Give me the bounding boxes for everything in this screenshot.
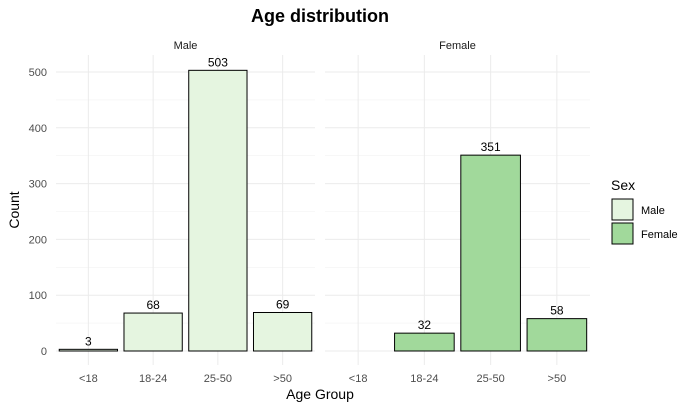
bar-value-label: 58 [550, 304, 564, 318]
x-axis-title: Age Group [286, 386, 354, 402]
bar-female-2 [460, 154, 521, 352]
legend-label-male: Male [641, 205, 665, 217]
legend-title: Sex [611, 177, 635, 193]
facet-panel-male: Male <18 3 18-24 68 25-50 503 >50 69 [56, 40, 315, 385]
y-tick-label: 500 [29, 67, 47, 79]
legend-label-female: Female [641, 229, 678, 241]
bar-male-1 [123, 312, 183, 352]
bar-male-2 [188, 69, 248, 352]
chart-title: Age distribution [251, 6, 389, 26]
bar-value-label: 32 [418, 318, 432, 332]
facet-label: Male [174, 40, 198, 52]
bar-value-label: 68 [146, 298, 160, 312]
x-tick-label: <18 [349, 373, 368, 385]
y-tick-label: 0 [41, 346, 47, 358]
x-tick-label: >50 [548, 373, 567, 385]
bar-value-label: 503 [208, 55, 228, 69]
facet-label: Female [439, 40, 476, 52]
bar-female-3 [526, 318, 588, 352]
y-tick-label: 200 [29, 234, 47, 246]
legend: Sex Male Female [611, 177, 678, 245]
y-tick-label: 400 [29, 123, 47, 135]
bar-female-1 [394, 332, 455, 352]
facet-panels: Male <18 3 18-24 68 25-50 503 >50 69 Female <18 18-… [56, 40, 590, 385]
facet-panel-female: Female <18 18-24 32 25-50 351 >50 58 [325, 40, 590, 385]
x-tick-label: <18 [79, 373, 98, 385]
x-tick-label: 18-24 [410, 373, 438, 385]
x-tick-label: 18-24 [139, 373, 167, 385]
x-tick-label: 25-50 [477, 373, 505, 385]
y-tick-label: 300 [29, 179, 47, 191]
bar-value-label: 69 [276, 297, 290, 311]
y-tick-label: 100 [29, 290, 47, 302]
bar-value-label: 3 [85, 334, 92, 348]
bar-male-3 [252, 311, 313, 352]
x-tick-label: 25-50 [204, 373, 232, 385]
y-axis-title: Count [6, 191, 22, 228]
legend-swatch-male [611, 198, 634, 221]
bar-value-label: 351 [481, 140, 501, 154]
y-axis: 0 100 200 300 400 500 [29, 67, 47, 358]
bar-male-0 [58, 348, 119, 352]
legend-swatch-female [611, 222, 634, 245]
x-tick-label: >50 [273, 373, 292, 385]
